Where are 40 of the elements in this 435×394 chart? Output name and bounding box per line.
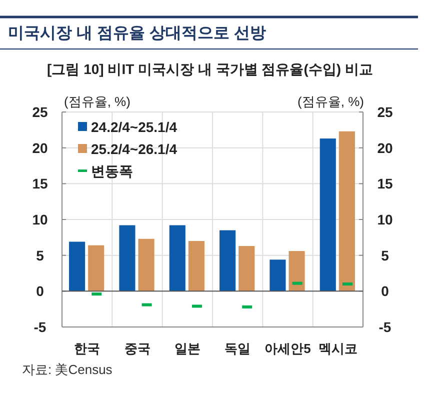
y2-tick-label: 20 [377, 140, 393, 156]
y-tick-label: -5 [34, 319, 46, 335]
y2-tick-label: 25 [377, 104, 393, 120]
legend-label: 25.2/4~26.1/4 [91, 141, 178, 157]
y-tick-label: 15 [32, 176, 48, 192]
legend-label: 24.2/4~25.1/4 [91, 119, 178, 135]
bar [320, 138, 336, 292]
bar [169, 225, 186, 292]
y2-tick-label: 0 [381, 283, 390, 300]
y2-tick-label: -5 [378, 319, 392, 335]
y2-tick-label: 10 [377, 212, 393, 228]
x-tick-label: 아세안5 [264, 341, 311, 356]
bar [138, 238, 154, 292]
y-tick-label: 20 [32, 140, 48, 156]
y2-axis-title: (점유율, %) [298, 94, 364, 109]
y-tick-label: 25 [32, 104, 48, 120]
chart-subtitle: [그림 10] 비IT 미국시장 내 국가별 점유율(수입) 비교 [47, 61, 373, 77]
bar [119, 225, 136, 292]
bar [238, 246, 255, 292]
text: 자료: 美Census [22, 362, 113, 377]
bar [270, 260, 286, 292]
y2-tick-label: 15 [377, 176, 393, 192]
x-tick-label: 한국 [74, 341, 100, 356]
x-tick-label: 멕시코 [318, 341, 358, 356]
y-tick-label: 10 [32, 212, 48, 228]
bar [69, 242, 86, 292]
y-tick-label: 5 [36, 247, 44, 264]
y-axis-title: (점유율, %) [64, 94, 130, 109]
bar [338, 131, 355, 292]
bar [288, 251, 305, 292]
y-tick-label: 0 [36, 283, 44, 300]
bar [88, 245, 104, 292]
x-tick-label: 중국 [124, 341, 150, 356]
bar [220, 230, 236, 292]
y2-tick-label: 5 [381, 247, 390, 264]
x-tick-label: 일본 [174, 341, 200, 356]
legend-label: 변동폭 [91, 163, 133, 179]
bar [188, 241, 204, 292]
chart-title: 미국시장 내 점유율 상대적으로 선방 [8, 25, 266, 42]
x-tick-label: 독일 [224, 341, 251, 356]
